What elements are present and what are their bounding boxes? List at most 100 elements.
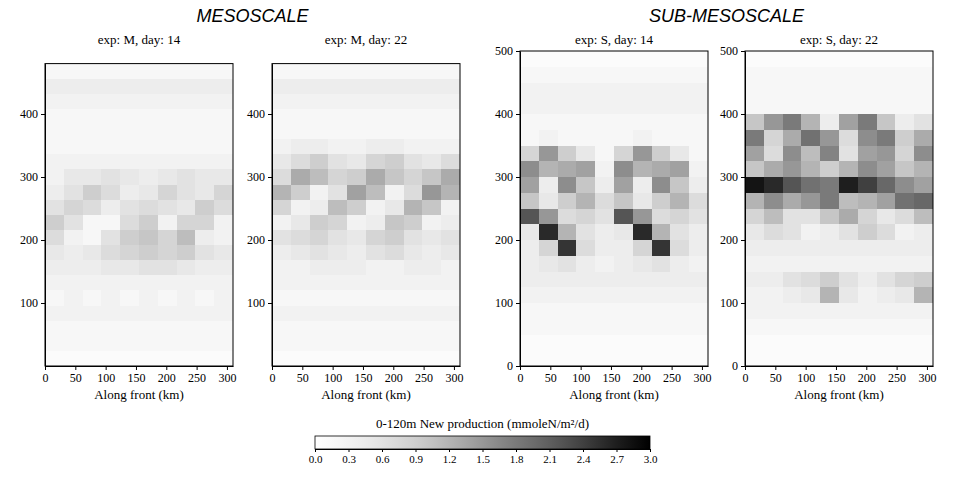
heat-cell: [404, 139, 423, 154]
heat-cell: [139, 290, 158, 305]
heat-cell: [914, 224, 933, 240]
heat-cell: [576, 287, 595, 303]
heat-cell: [745, 224, 764, 240]
heat-cell: [310, 154, 329, 169]
heat-cell: [614, 224, 633, 240]
x-axis: 050100150200250300: [518, 366, 712, 385]
heat-cell: [120, 109, 139, 124]
heat-cell: [783, 272, 802, 288]
heat-cell: [670, 256, 689, 272]
heat-cell: [764, 209, 783, 225]
panel: 050100150200250300100200300400exp: M, da…: [20, 32, 236, 402]
heat-cell: [291, 260, 310, 275]
heat-cell: [385, 169, 404, 184]
heat-cell: [101, 290, 120, 305]
heat-cell: [328, 215, 347, 230]
heat-cell: [404, 230, 423, 245]
heat-cell: [595, 193, 614, 209]
y-tick: 0: [732, 359, 745, 373]
heat-cell: [385, 260, 404, 275]
colorbar-tick-mark: [315, 449, 316, 452]
x-tick-mark: [745, 366, 746, 370]
heat-cell: [347, 124, 366, 139]
heat-cell: [101, 79, 120, 94]
heat-cell: [158, 351, 177, 366]
heat-cell: [214, 215, 233, 230]
heat-cell: [158, 154, 177, 169]
heat-cell: [558, 272, 577, 288]
heat-cell: [347, 154, 366, 169]
x-tick: 0: [518, 366, 524, 385]
heat-cell: [195, 200, 214, 215]
heat-cell: [689, 209, 708, 225]
heat-cell: [839, 114, 858, 130]
heat-cell: [820, 161, 839, 177]
heat-cell: [328, 185, 347, 200]
heat-cell: [83, 200, 102, 215]
x-tick-label: 0: [43, 371, 49, 385]
heat-cell: [158, 64, 177, 79]
heat-cell: [195, 169, 214, 184]
y-tick-mark: [741, 366, 745, 367]
heat-cell: [595, 51, 614, 67]
heat-cell: [139, 321, 158, 336]
heat-cell: [101, 169, 120, 184]
heat-cell: [595, 256, 614, 272]
heat-cell: [764, 83, 783, 99]
heat-cell: [404, 94, 423, 109]
heat-cell: [366, 79, 385, 94]
heat-cell: [272, 64, 291, 79]
heat-cell: [139, 245, 158, 260]
x-tick-mark: [75, 366, 76, 370]
heat-cell: [858, 98, 877, 114]
heat-cell: [576, 335, 595, 351]
heat-cell: [745, 319, 764, 335]
heat-cell: [195, 64, 214, 79]
heat-cell: [101, 275, 120, 290]
heat-cell: [139, 154, 158, 169]
x-axis: 050100150200250300: [743, 366, 937, 385]
heat-cell: [670, 146, 689, 162]
heat-cell: [670, 350, 689, 366]
heat-cell: [404, 260, 423, 275]
heat-cell: [347, 306, 366, 321]
heat-cell: [895, 256, 914, 272]
heat-cell: [633, 209, 652, 225]
colorbar-tick-mark: [349, 449, 350, 452]
heat-cell: [120, 139, 139, 154]
heat-cell: [839, 130, 858, 146]
heat-cell: [328, 124, 347, 139]
heat-cell: [914, 83, 933, 99]
heat-cell: [422, 215, 441, 230]
heat-cell: [652, 193, 671, 209]
heat-cell: [441, 245, 460, 260]
heat-cell: [595, 146, 614, 162]
heat-cell: [139, 124, 158, 139]
heat-cell: [877, 272, 896, 288]
y-tick-label: 100: [20, 296, 38, 310]
heat-cell: [783, 256, 802, 272]
x-tick: 100: [572, 366, 590, 385]
heat-cell: [441, 79, 460, 94]
heat-cell: [520, 335, 539, 351]
heat-cell: [64, 306, 83, 321]
heat-cell: [783, 67, 802, 83]
heat-cell: [839, 287, 858, 303]
heat-cell: [120, 260, 139, 275]
heat-cell: [764, 51, 783, 67]
y-tick-label: 100: [247, 296, 265, 310]
heat-cell: [291, 290, 310, 305]
heat-cell: [101, 351, 120, 366]
heat-cell: [120, 154, 139, 169]
heat-cell: [45, 94, 64, 109]
heat-cell: [801, 51, 820, 67]
heat-cell: [520, 303, 539, 319]
heat-cell: [820, 114, 839, 130]
heat-cell: [801, 335, 820, 351]
heat-cell: [291, 154, 310, 169]
heat-cell: [158, 336, 177, 351]
heat-cell: [595, 319, 614, 335]
heat-cell: [404, 290, 423, 305]
heat-cell: [858, 114, 877, 130]
heat-cell: [291, 109, 310, 124]
